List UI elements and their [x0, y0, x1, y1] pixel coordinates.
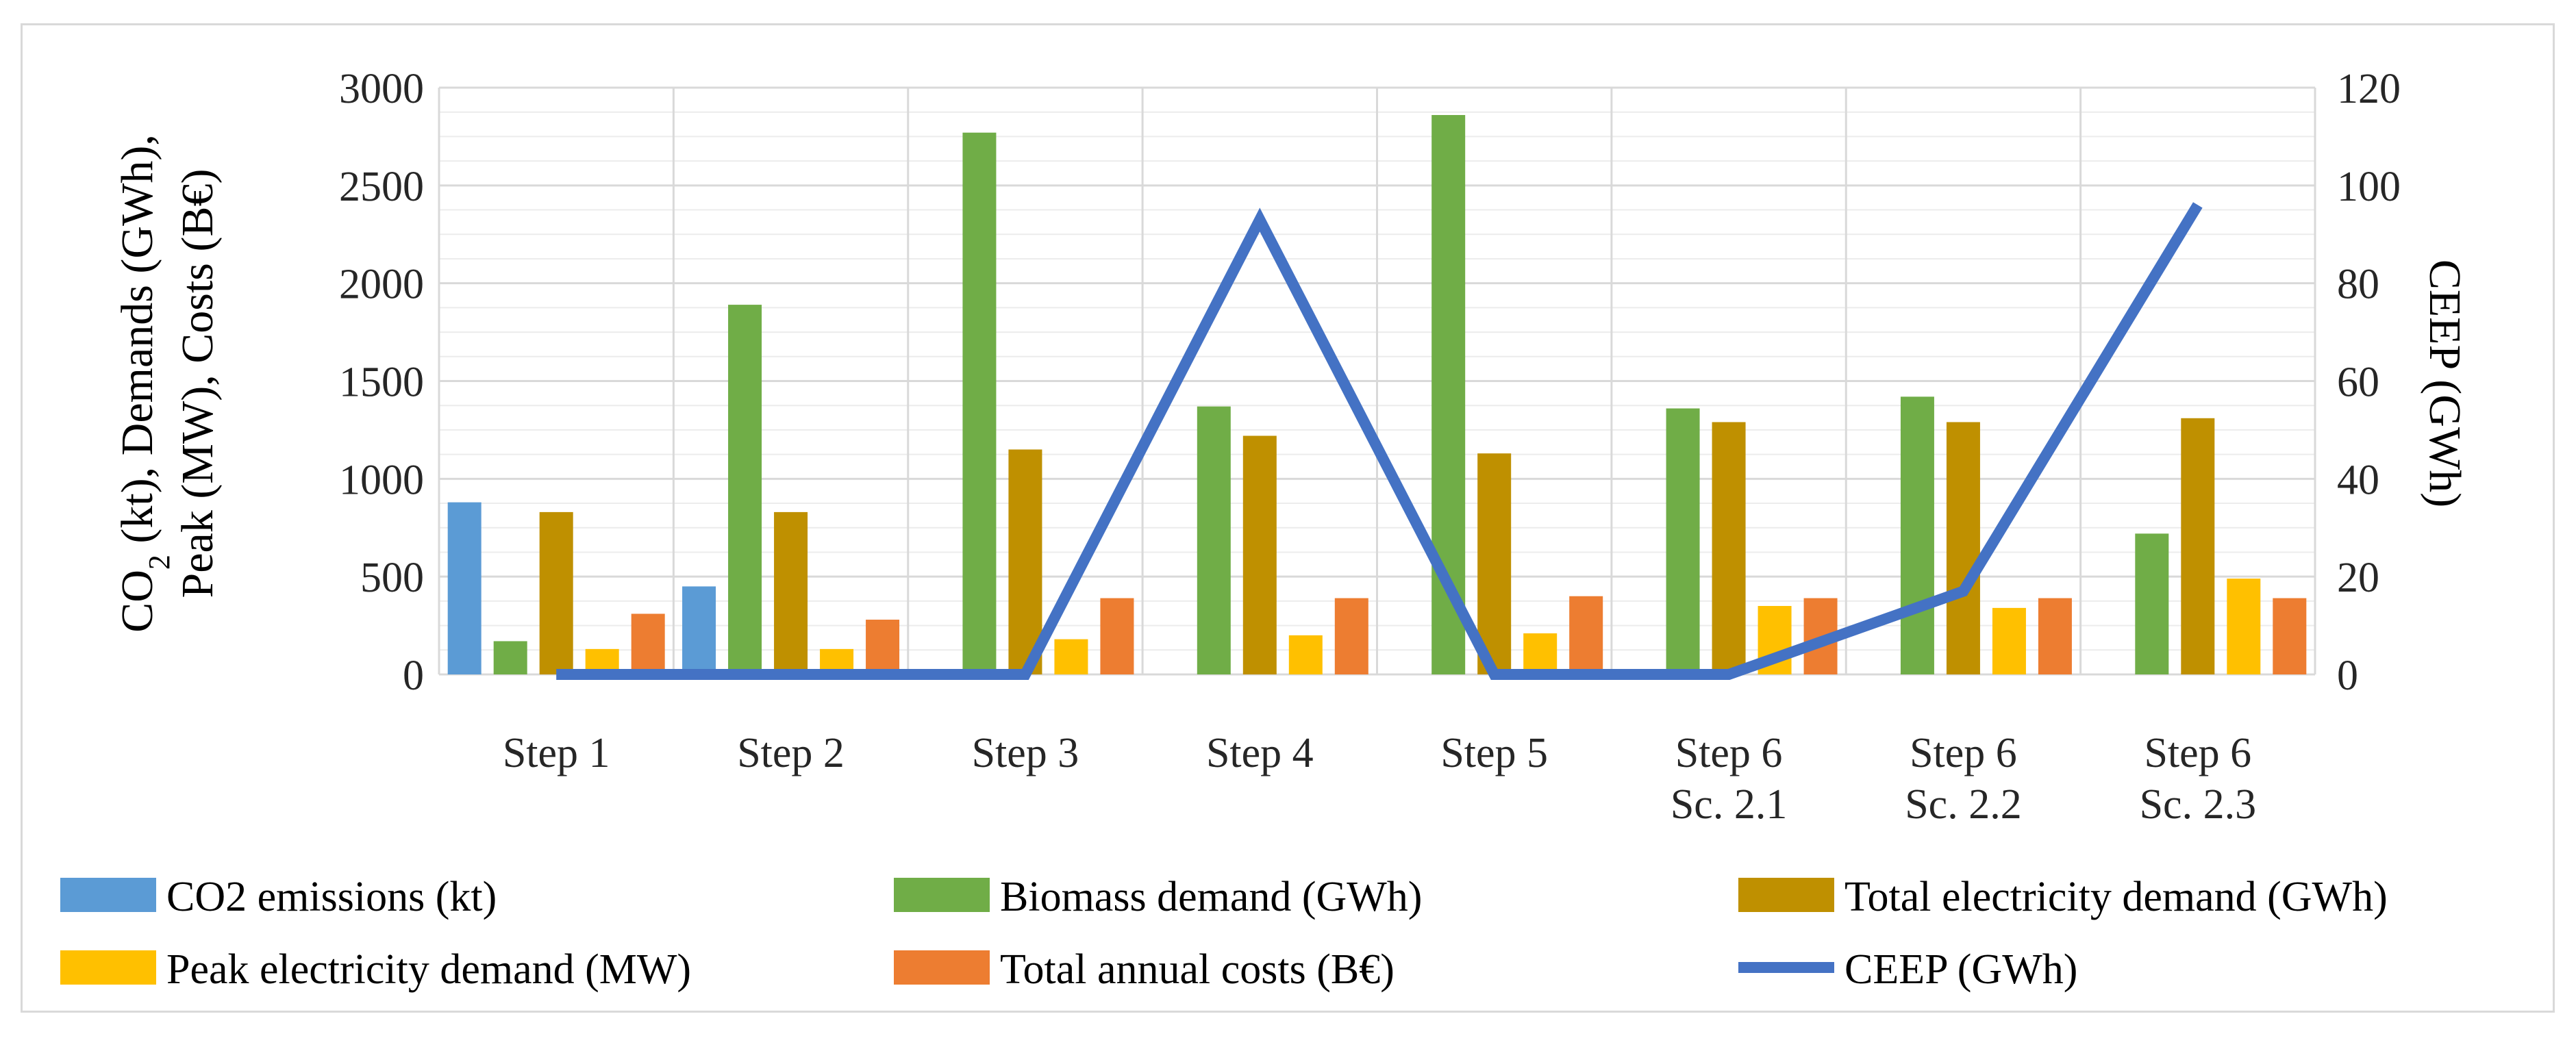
bar-total-annual-costs-b — [631, 613, 665, 674]
bar-biomass-demand-gwh — [2135, 533, 2169, 674]
bar-series — [447, 114, 2307, 675]
legend-swatch — [1738, 878, 1834, 912]
x-tick-label: Step 4 — [1206, 730, 1314, 776]
x-tick-label: Sc. 2.3 — [2140, 781, 2257, 828]
x-tick-label: Step 6 — [2144, 730, 2251, 776]
bar-total-annual-costs-b — [1334, 598, 1368, 674]
x-tick-label: Step 6 — [1675, 730, 1783, 776]
x-tick-label: Step 1 — [503, 730, 610, 776]
x-tick-label: Sc. 2.1 — [1671, 781, 1788, 828]
bar-total-electricity-demand-gwh — [1242, 435, 1277, 674]
bar-co2-emissions-kt — [447, 502, 482, 674]
bar-total-electricity-demand-gwh — [1008, 449, 1042, 674]
legend-label: Total electricity demand (GWh) — [1845, 874, 2388, 920]
bar-total-annual-costs-b — [2273, 598, 2307, 674]
y-left-tick-label: 1500 — [339, 359, 424, 406]
y-right-tick-label: 60 — [2337, 359, 2379, 406]
bar-biomass-demand-gwh — [1900, 396, 1934, 674]
bar-peak-electricity-demand-mw — [2227, 579, 2261, 674]
y-right-tick-label: 100 — [2337, 164, 2401, 210]
bar-biomass-demand-gwh — [1666, 408, 1700, 674]
bar-total-annual-costs-b — [866, 620, 900, 674]
y-left-tick-label: 2500 — [339, 164, 424, 210]
x-tick-label: Step 6 — [1910, 730, 2017, 776]
legend-swatch — [60, 950, 156, 985]
y-right-tick-label: 0 — [2337, 653, 2358, 699]
y-left-axis-title-line2: Peak (MW), Costs (B€) — [173, 169, 223, 598]
bar-peak-electricity-demand-mw — [1992, 607, 2026, 674]
y-right-tick-label: 120 — [2337, 66, 2401, 112]
y-left-tick-label: 2000 — [339, 262, 424, 308]
legend-label: CEEP (GWh) — [1845, 946, 2077, 993]
axes: 0 500 1000 1500 2000 2500 3000 0 20 40 60 80 100 120 S… — [112, 66, 2470, 828]
bar-total-electricity-demand-gwh — [774, 511, 808, 674]
y-right-tick-label: 40 — [2337, 457, 2379, 503]
bar-peak-electricity-demand-mw — [1288, 635, 1323, 674]
bar-total-electricity-demand-gwh — [2181, 418, 2215, 674]
legend-swatch — [894, 878, 990, 912]
line-ceep — [556, 202, 2203, 680]
bar-peak-electricity-demand-mw — [1523, 633, 1558, 674]
y-right-tick-label: 20 — [2337, 555, 2379, 601]
gridlines — [438, 86, 2316, 676]
bar-peak-electricity-demand-mw — [1054, 639, 1088, 674]
legend-label: Total annual costs (B€) — [1000, 946, 1395, 993]
x-tick-label: Step 5 — [1440, 730, 1548, 776]
bar-biomass-demand-gwh — [493, 641, 527, 674]
y-left-tick-label: 1000 — [339, 457, 424, 503]
chart-frame — [21, 23, 2555, 1013]
legend-label: Biomass demand (GWh) — [1000, 874, 1422, 920]
bar-biomass-demand-gwh — [1197, 406, 1231, 674]
bar-total-electricity-demand-gwh — [1946, 422, 1980, 674]
bar-total-annual-costs-b — [1569, 596, 1603, 674]
legend-label: CO2 emissions (kt) — [166, 874, 497, 920]
y-right-tick-label: 80 — [2337, 262, 2379, 308]
bar-total-annual-costs-b — [1100, 598, 1134, 674]
bar-total-electricity-demand-gwh — [539, 511, 573, 674]
bar-total-electricity-demand-gwh — [1712, 422, 1746, 674]
bar-total-electricity-demand-gwh — [1477, 453, 1512, 674]
legend-swatch — [894, 950, 990, 985]
bar-total-annual-costs-b — [2038, 598, 2072, 674]
x-tick-label: Step 3 — [972, 730, 1079, 776]
y-right-axis-title: CEEP (GWh) — [2420, 260, 2470, 507]
y-left-axis-title: CO2 (kt), Demands (GWh), — [112, 134, 176, 633]
bar-biomass-demand-gwh — [728, 305, 762, 675]
x-tick-label: Sc. 2.2 — [1905, 781, 2022, 828]
legend-swatch — [60, 878, 156, 912]
x-tick-label: Step 2 — [737, 730, 845, 776]
y-left-tick-label: 500 — [360, 555, 424, 601]
line-series — [556, 202, 2203, 680]
y-left-tick-label: 0 — [403, 653, 424, 699]
legend: CO2 emissions (kt) Biomass demand (GWh) To… — [60, 874, 2388, 993]
bar-biomass-demand-gwh — [962, 132, 997, 674]
bar-co2-emissions-kt — [682, 586, 716, 674]
legend-label: Peak electricity demand (MW) — [166, 946, 691, 993]
y-left-tick-label: 3000 — [339, 66, 424, 112]
